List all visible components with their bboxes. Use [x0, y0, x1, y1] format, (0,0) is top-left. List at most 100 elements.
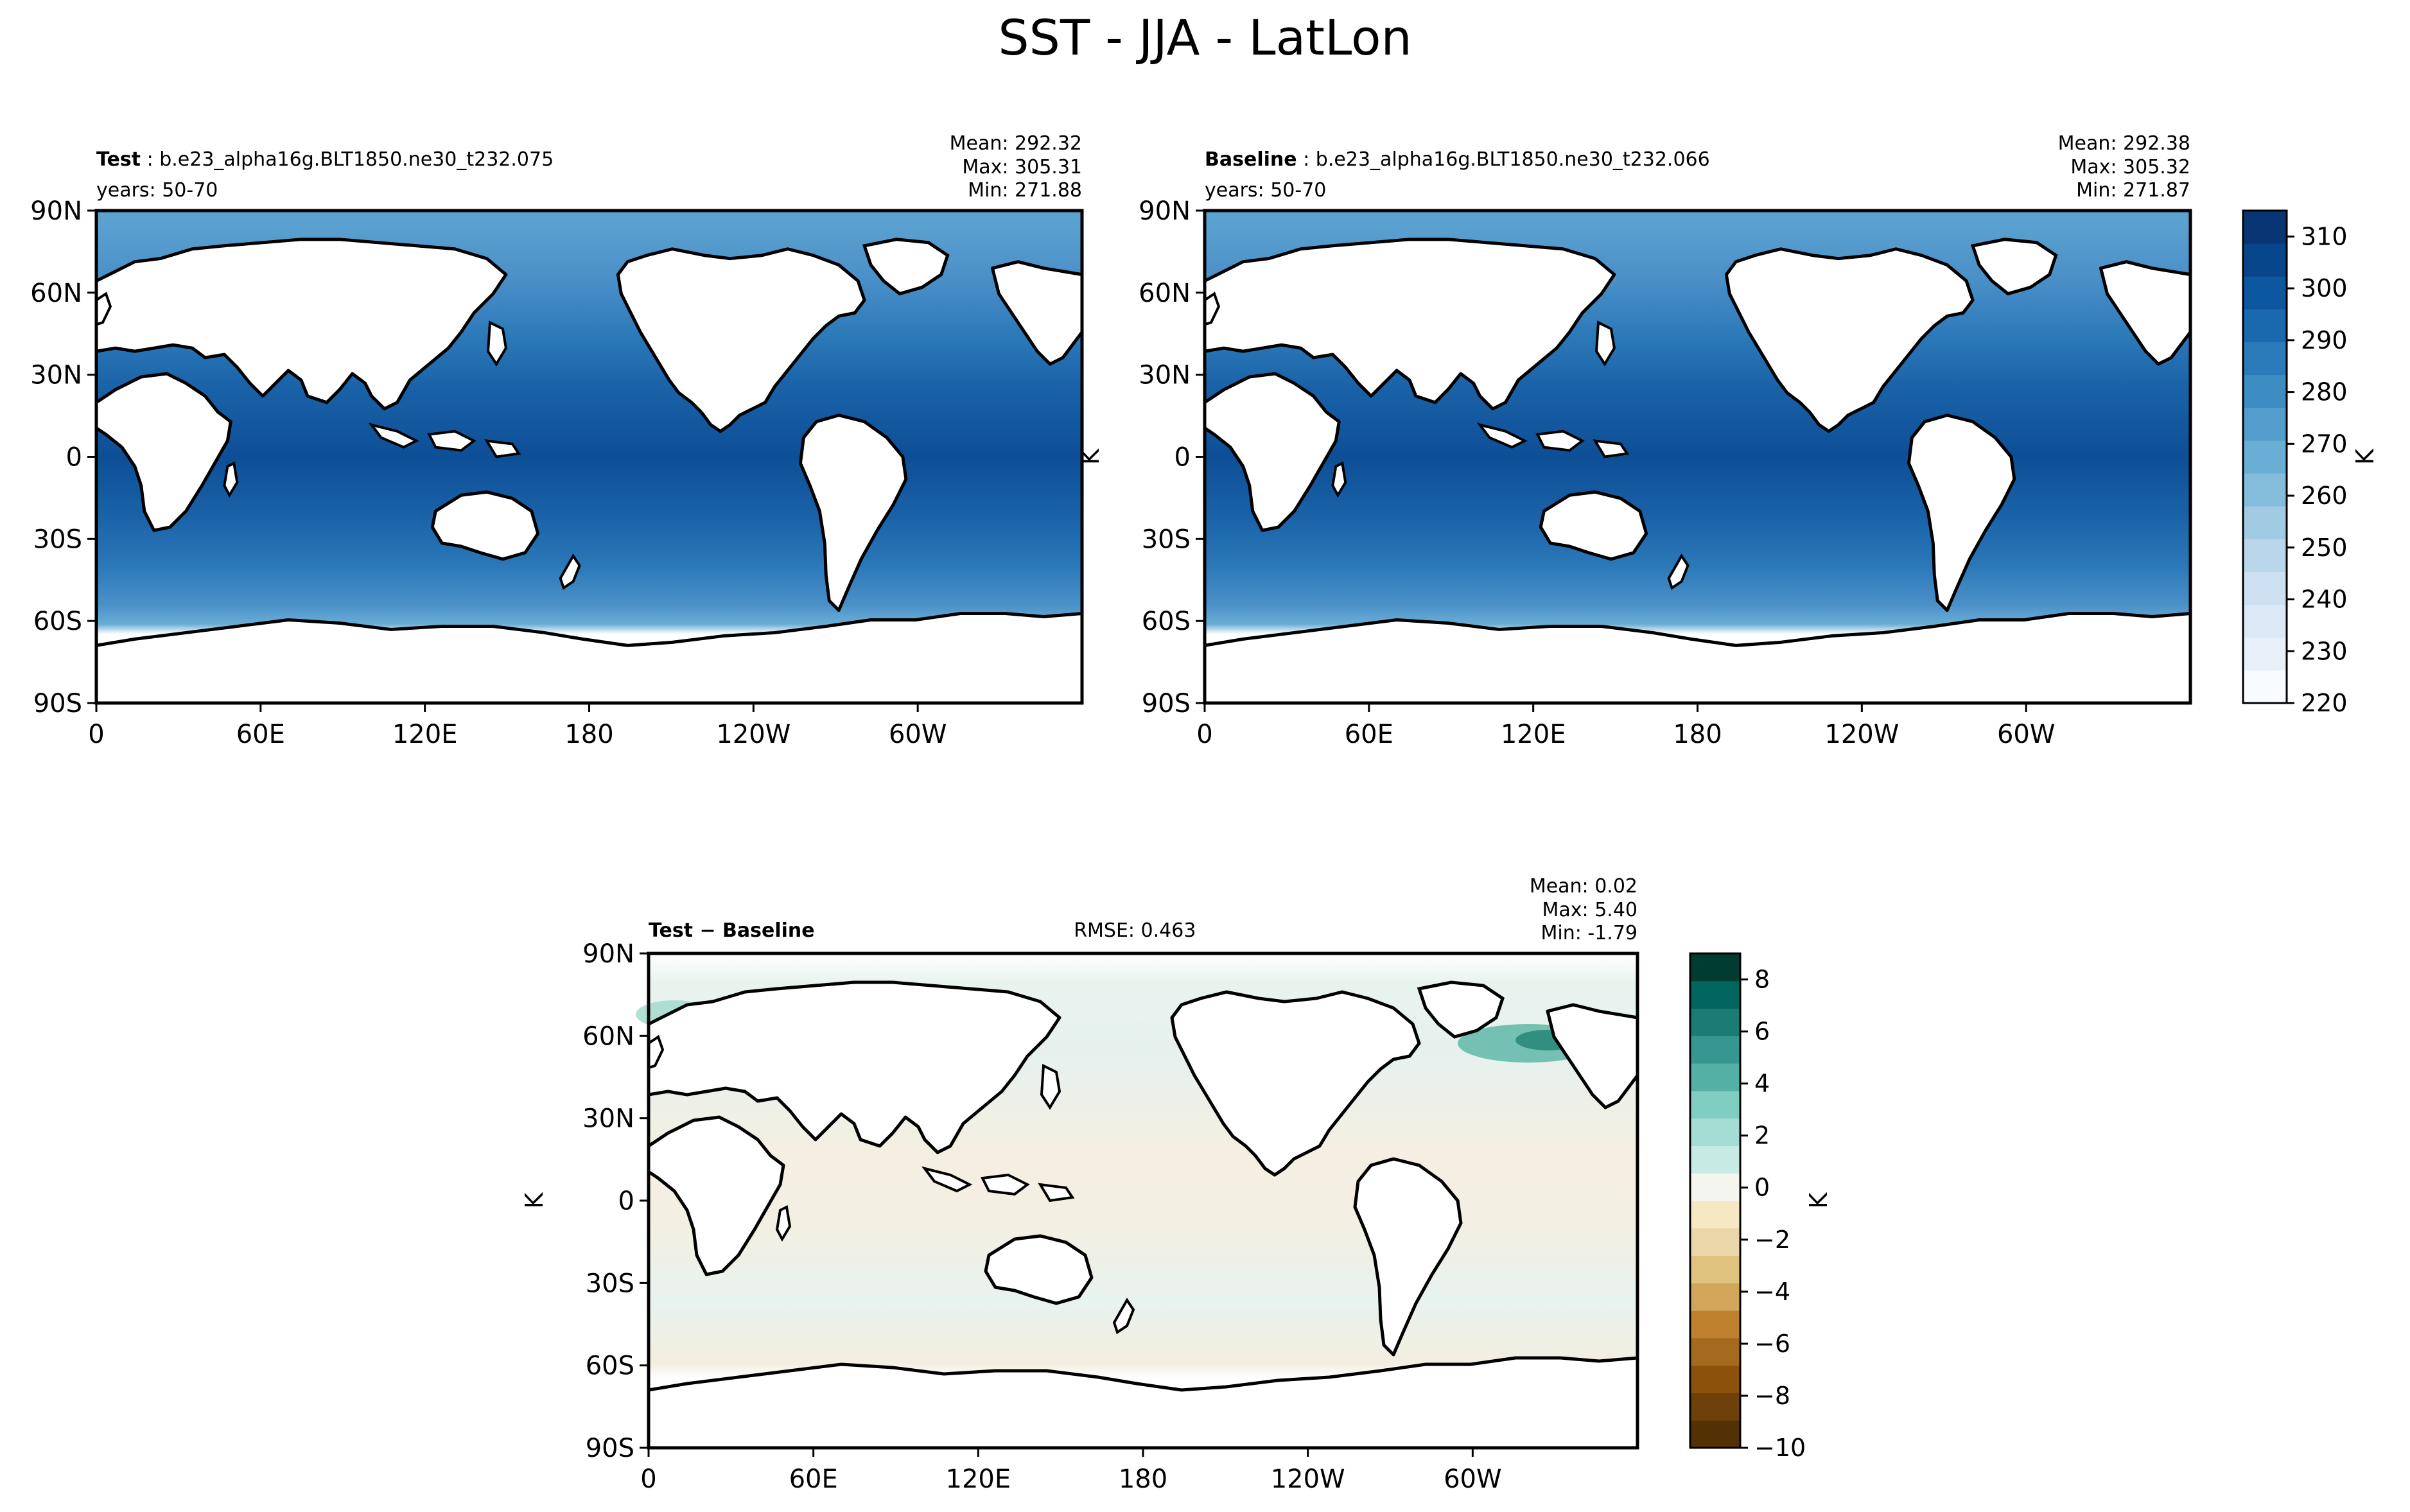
colorbar-tick-label: 230 [2301, 637, 2348, 665]
colorbar-segment [2243, 243, 2287, 277]
y-tick-label: 60N [1139, 279, 1191, 308]
colorbar-segment [2243, 211, 2287, 244]
years-label: years: 50-70 [96, 179, 218, 202]
colorbar-label: K [2351, 448, 2379, 465]
colorbar-tick-label: 0 [1754, 1174, 1770, 1202]
colorbar-segment [1690, 1173, 1740, 1201]
colorbar-segment [1690, 1365, 1740, 1393]
colorbar-segment [1690, 1090, 1740, 1119]
colorbar-segment [2243, 309, 2287, 343]
colorbar-frame [1689, 952, 1742, 1449]
y-tick-label: 90S [33, 689, 82, 718]
y-tick-label: 30N [582, 1104, 634, 1134]
y-tick-label: 90S [586, 1434, 634, 1463]
colorbar-segment [1690, 1118, 1740, 1146]
colorbar-segment [1690, 1008, 1740, 1036]
colorbar-tick-label: −10 [1754, 1434, 1806, 1462]
colorbar-segment [2243, 440, 2287, 474]
x-tick-label: 180 [1673, 720, 1722, 749]
y-tick-label: 30N [1139, 361, 1191, 390]
x-tick-label: 60E [236, 720, 285, 749]
figure-title: SST - JJA - LatLon [998, 9, 1412, 66]
colorbar-frame [2242, 209, 2288, 704]
panel-title: Test : b.e23_alpha16g.BLT1850.ne30_t232.… [96, 148, 554, 171]
colorbar-tick-label: 4 [1754, 1070, 1770, 1098]
panel-title: Test − Baseline [649, 919, 815, 942]
colorbar-segment [2243, 604, 2287, 638]
x-tick-label: 60E [1345, 720, 1393, 749]
colorbar-label: K [1804, 1192, 1833, 1208]
colorbar-tick-label: 6 [1754, 1018, 1770, 1046]
y-tick-label: 60S [1142, 607, 1191, 636]
colorbar-segment [1690, 1310, 1740, 1339]
x-tick-label: 180 [564, 720, 613, 749]
colorbar-segment [1690, 1145, 1740, 1174]
stat-max: Max: 305.31 [962, 156, 1082, 178]
colorbar-tick-label: 270 [2301, 430, 2348, 458]
colorbar-tick-label: −6 [1754, 1330, 1790, 1358]
panel-label: Baseline [1205, 148, 1297, 171]
x-tick-label: 60W [1997, 720, 2055, 749]
colorbar-segment [2243, 473, 2287, 507]
colorbar-tick-label: −2 [1754, 1226, 1790, 1254]
map-panel-baseline: 0 60E 120E 180 120W 60W 90N 60N 30N 0 30S 60S 90S K Ba… [1076, 132, 2192, 749]
stat-min: Min: 271.87 [2076, 179, 2190, 202]
colorbar-tick-label: −8 [1754, 1382, 1790, 1410]
colorbar-segment [1690, 1036, 1740, 1064]
colorbar-tick-label: 300 [2301, 274, 2348, 302]
y-tick-label: 60N [30, 279, 82, 308]
x-tick-label: 60W [889, 720, 947, 749]
y-tick-label: 60S [586, 1351, 634, 1381]
y-tick-label: 60N [582, 1021, 634, 1051]
colorbar-segment [1690, 1393, 1740, 1421]
map-panel-difference: 0 60E 120E 180 120W 60W 90N 60N 30N 0 30S 60S 90S K Te… [520, 875, 1639, 1494]
x-tick-label: 120W [1824, 720, 1899, 749]
colorbar-segment [1690, 1063, 1740, 1091]
colorbar-tick-label: 220 [2301, 689, 2348, 717]
stat-mean: Mean: 292.32 [950, 132, 1082, 155]
colorbar-segment [2243, 407, 2287, 441]
y-tick-label: 0 [66, 443, 82, 473]
colorbar-baseline: 310 300 290 280 270 260 250 240 230 220 K [2242, 209, 2379, 717]
colorbar-segment [1690, 1201, 1740, 1229]
colorbar-tick-label: −4 [1754, 1278, 1790, 1306]
colorbar-segment [2243, 276, 2287, 309]
y-tick-label: 90S [1142, 689, 1191, 718]
colorbar-tick-label: 260 [2301, 482, 2348, 510]
colorbar-tick-label: 240 [2301, 586, 2348, 614]
y-tick-label: 90N [582, 939, 634, 969]
x-tick-label: 180 [1119, 1464, 1167, 1494]
x-tick-label: 0 [88, 720, 104, 749]
panel-title: Baseline : b.e23_alpha16g.BLT1850.ne30_t… [1205, 148, 1710, 171]
colorbar-tick-label: 280 [2301, 378, 2348, 406]
y-tick-label: 30S [33, 525, 82, 554]
x-tick-label: 60E [789, 1464, 838, 1494]
stat-mean: Mean: 292.38 [2058, 132, 2190, 155]
colorbar-segment [1690, 1228, 1740, 1256]
colorbar-tick-label: 2 [1754, 1122, 1770, 1150]
colorbar-segment [1690, 980, 1740, 1009]
colorbar-difference: 8 6 4 2 0 −2 −4 −6 −8 −10 K [1689, 952, 1833, 1462]
colorbar-tick-label: 8 [1754, 966, 1770, 994]
colorbar-segment [1690, 1255, 1740, 1283]
panel-label: Test − Baseline [649, 919, 815, 942]
colorbar-segment [1690, 953, 1740, 982]
colorbar-segment [2243, 342, 2287, 376]
colorbar-segment [1690, 1283, 1740, 1311]
x-tick-label: 0 [640, 1464, 656, 1494]
colorbar-segment [2243, 637, 2287, 671]
map-panel-test: 0 60E 120E 180 120W 60W 90N 60N 30N 0 30S 60S 90S Tes… [30, 132, 1084, 749]
panel-label: Test [96, 148, 141, 171]
y-tick-label: 30S [1142, 525, 1191, 554]
case-name: : b.e23_alpha16g.BLT1850.ne30_t232.075 [141, 148, 554, 171]
colorbar-segment [2243, 374, 2287, 408]
y-tick-label: 30S [586, 1269, 634, 1298]
stat-max: Max: 5.40 [1542, 899, 1637, 921]
colorbar-segment [2243, 571, 2287, 605]
colorbar-segment [1690, 1337, 1740, 1366]
y-tick-label: 0 [618, 1186, 634, 1216]
stat-min: Min: 271.88 [968, 179, 1082, 202]
case-name: : b.e23_alpha16g.BLT1850.ne30_t232.066 [1297, 148, 1710, 171]
x-tick-label: 120E [1501, 720, 1566, 749]
rmse-label: RMSE: 0.463 [1074, 919, 1196, 942]
